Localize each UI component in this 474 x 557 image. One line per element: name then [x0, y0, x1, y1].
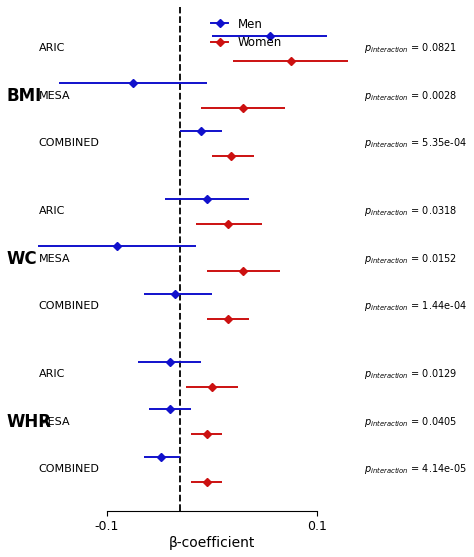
- Text: WHR: WHR: [7, 413, 52, 431]
- Text: $\it{p}_{interaction}$ = 4.14e-05: $\it{p}_{interaction}$ = 4.14e-05: [364, 462, 467, 476]
- Text: $\it{p}_{interaction}$ = 0.0318: $\it{p}_{interaction}$ = 0.0318: [364, 204, 457, 218]
- Text: ARIC: ARIC: [38, 206, 65, 216]
- Text: MESA: MESA: [38, 254, 70, 264]
- Text: $\it{p}_{interaction}$ = 0.0129: $\it{p}_{interaction}$ = 0.0129: [364, 367, 457, 382]
- Text: $\it{p}_{interaction}$ = 0.0821: $\it{p}_{interaction}$ = 0.0821: [364, 41, 457, 55]
- Text: MESA: MESA: [38, 417, 70, 427]
- Text: $\it{p}_{interaction}$ = 1.44e-04: $\it{p}_{interaction}$ = 1.44e-04: [364, 299, 467, 313]
- Legend: Men, Women: Men, Women: [206, 13, 287, 54]
- Text: BMI: BMI: [7, 87, 42, 105]
- Text: WC: WC: [7, 250, 37, 268]
- Text: COMBINED: COMBINED: [38, 138, 100, 148]
- Text: COMBINED: COMBINED: [38, 464, 100, 474]
- Text: $\it{p}_{interaction}$ = 5.35e-04: $\it{p}_{interaction}$ = 5.35e-04: [364, 136, 467, 150]
- Text: $\it{p}_{interaction}$ = 0.0405: $\it{p}_{interaction}$ = 0.0405: [364, 414, 457, 429]
- Text: $\it{p}_{interaction}$ = 0.0028: $\it{p}_{interaction}$ = 0.0028: [364, 89, 457, 103]
- X-axis label: β-coefficient: β-coefficient: [169, 536, 255, 550]
- Text: $\it{p}_{interaction}$ = 0.0152: $\it{p}_{interaction}$ = 0.0152: [364, 252, 457, 266]
- Text: COMBINED: COMBINED: [38, 301, 100, 311]
- Text: MESA: MESA: [38, 91, 70, 101]
- Text: ARIC: ARIC: [38, 43, 65, 53]
- Text: ARIC: ARIC: [38, 369, 65, 379]
